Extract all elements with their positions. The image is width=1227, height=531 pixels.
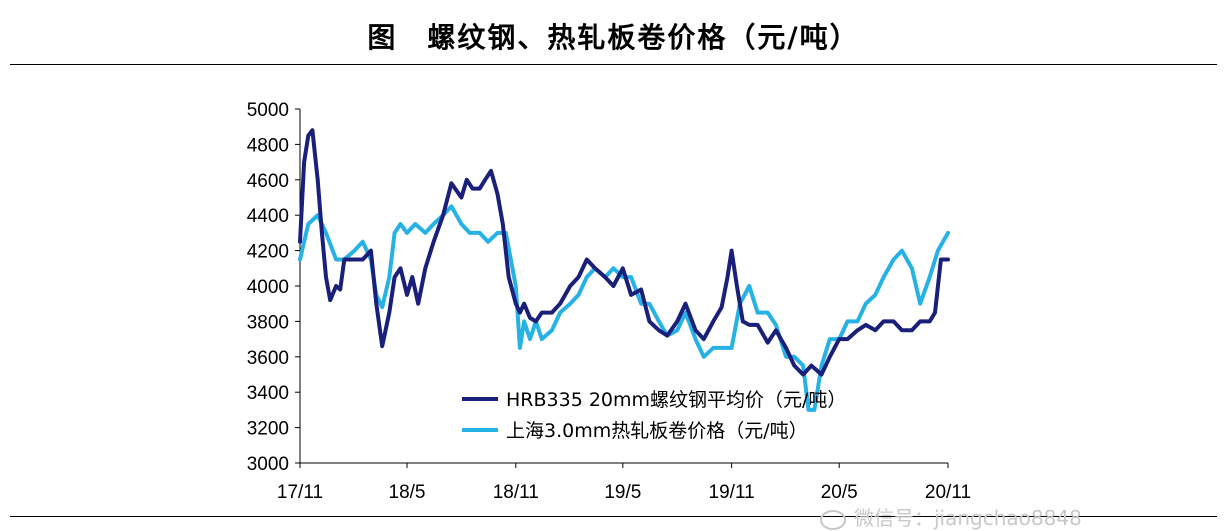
y-tick-label: 3600 — [247, 348, 289, 369]
legend-label: 上海3.0mm热轧板卷价格（元/吨） — [506, 420, 808, 442]
y-tick-label: 3400 — [247, 383, 289, 404]
x-tick-label: 18/5 — [389, 482, 426, 503]
chart-series — [298, 128, 950, 412]
y-tick-label: 4600 — [247, 171, 289, 192]
watermark: 微信号：jiangchao8848 — [820, 502, 1082, 531]
x-tick-label: 20/11 — [925, 482, 971, 503]
y-tick-label: 4800 — [247, 135, 289, 156]
chart-axes: 3000 3200 3400 3600 3800 4000 4200 4400 4600 4800… — [247, 100, 971, 503]
x-tick-label: 18/11 — [493, 482, 539, 503]
x-tick-label: 17/11 — [277, 482, 323, 503]
legend-label: HRB335 20mm螺纹钢平均价（元/吨） — [506, 389, 846, 411]
y-tick-label: 4200 — [247, 242, 289, 263]
x-tick-label: 20/5 — [821, 482, 858, 503]
y-tick-label: 5000 — [247, 100, 289, 121]
watermark-text: 微信号：jiangchao8848 — [854, 506, 1082, 530]
x-tick-label: 19/5 — [604, 482, 641, 503]
y-tick-label: 4400 — [247, 206, 289, 227]
wechat-icon — [820, 509, 846, 530]
top-rule — [10, 64, 1217, 65]
series-line — [298, 128, 950, 377]
bottom-rule — [10, 516, 1217, 517]
chart-title: 图 螺纹钢、热轧板卷价格（元/吨） — [367, 21, 860, 54]
chart-legend: HRB335 20mm螺纹钢平均价（元/吨） 上海3.0mm热轧板卷价格（元/吨） — [462, 389, 846, 442]
y-tick-label: 4000 — [247, 277, 289, 298]
y-tick-label: 3200 — [247, 419, 289, 440]
y-tick-label: 3800 — [247, 312, 289, 333]
x-tick-label: 19/11 — [709, 482, 755, 503]
y-tick-label: 3000 — [247, 454, 289, 475]
series-line — [298, 204, 950, 412]
